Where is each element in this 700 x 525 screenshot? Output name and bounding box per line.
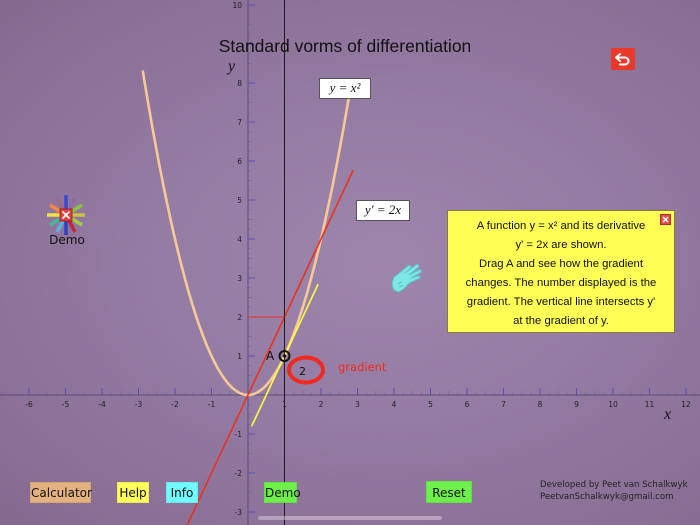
x-tick-label: 8	[538, 400, 543, 409]
x-tick-label: 6	[465, 400, 470, 409]
x-tick-label: 5	[428, 400, 433, 409]
y-tick-label: -2	[235, 469, 243, 478]
x-tick-label: 9	[574, 400, 579, 409]
y-tick-label: 7	[237, 118, 242, 127]
help-button[interactable]: Help	[117, 482, 149, 503]
y-tick-label: 5	[237, 196, 242, 205]
info-text-line: gradient. The vertical line intersects y…	[466, 296, 656, 308]
axis-tick-labels: -6-5-4-3-2-1123456789101112-3-2-11234567…	[25, 1, 691, 517]
info-text-line: y' = 2x are shown.	[515, 239, 607, 251]
return-arrow-icon	[615, 53, 630, 66]
close-icon	[662, 216, 669, 223]
y-tick-label: 4	[237, 235, 242, 244]
y-tick-label: -1	[235, 430, 243, 439]
y-tick-label: 8	[237, 79, 242, 88]
function-curve	[141, 70, 353, 397]
info-button[interactable]: Info	[166, 482, 198, 503]
home-indicator[interactable]	[258, 516, 442, 520]
info-text-line: A function y = x² and its derivative	[476, 220, 646, 232]
point-a-dot[interactable]	[282, 354, 287, 358]
x-tick-label: -5	[62, 400, 70, 409]
point-a-label: A	[266, 349, 275, 363]
y-tick-label: 6	[237, 157, 242, 166]
starburst-icon	[47, 195, 85, 235]
gradient-label: gradient	[338, 360, 387, 374]
gradient-markers	[248, 0, 285, 525]
gradient-circle	[287, 355, 325, 385]
draggable-point-a[interactable]	[278, 350, 291, 362]
x-tick-label: 3	[355, 400, 360, 409]
reset-button[interactable]: Reset	[426, 481, 472, 503]
point-a-ring[interactable]	[278, 350, 291, 362]
x-tick-label: -1	[208, 400, 216, 409]
x-tick-label: 7	[501, 400, 506, 409]
x-axis-label: x	[663, 406, 671, 423]
info-text-line: Drag A and see how the gradient	[479, 258, 643, 270]
y-tick-label: 10	[232, 1, 242, 10]
derivative-line	[186, 170, 354, 525]
developer-name: Developed by Peet van Schalkwyk	[540, 480, 688, 490]
x-tick-label: -2	[171, 400, 179, 409]
info-text-line: changes. The number displayed is the	[465, 277, 657, 289]
y-tick-label: -3	[235, 508, 243, 517]
y-tick-label: 2	[237, 313, 242, 322]
y-axis-label: y	[226, 58, 236, 75]
demo-widget[interactable]: Demo	[42, 192, 92, 250]
info-text-line: at the gradient of y.	[513, 315, 609, 327]
demo-widget-label: Demo	[49, 233, 85, 247]
calculator-button[interactable]: Calculator	[30, 482, 92, 503]
gradient-value: 2	[299, 365, 306, 378]
pointing-hand-icon[interactable]	[388, 260, 424, 298]
demo-button[interactable]: Demo	[264, 482, 301, 503]
x-tick-label: -3	[135, 400, 143, 409]
function-formula-label[interactable]: y = x²	[319, 78, 371, 99]
y-tick-label: 3	[237, 274, 242, 283]
back-button[interactable]	[611, 48, 635, 70]
developer-email: PeetvanSchalkwyk@gmail.com	[540, 492, 674, 502]
x-tick-label: 10	[608, 400, 618, 409]
x-tick-label: 4	[392, 400, 397, 409]
derivative-formula-label[interactable]: y′ = 2x	[356, 200, 410, 221]
x-tick-label: 11	[645, 400, 655, 409]
x-tick-label: -6	[25, 400, 33, 409]
x-tick-label: -4	[98, 400, 106, 409]
info-panel: A function y = x² and its derivative y' …	[447, 210, 675, 333]
x-tick-label: 12	[681, 400, 691, 409]
page-title: Standard vorms of differentiation	[218, 36, 472, 56]
y-tick-label: 1	[237, 352, 242, 361]
developer-credits: Developed by Peet van Schalkwyk PeetvanS…	[540, 479, 688, 503]
x-tick-label: 2	[319, 400, 324, 409]
info-close-button[interactable]	[660, 214, 671, 225]
